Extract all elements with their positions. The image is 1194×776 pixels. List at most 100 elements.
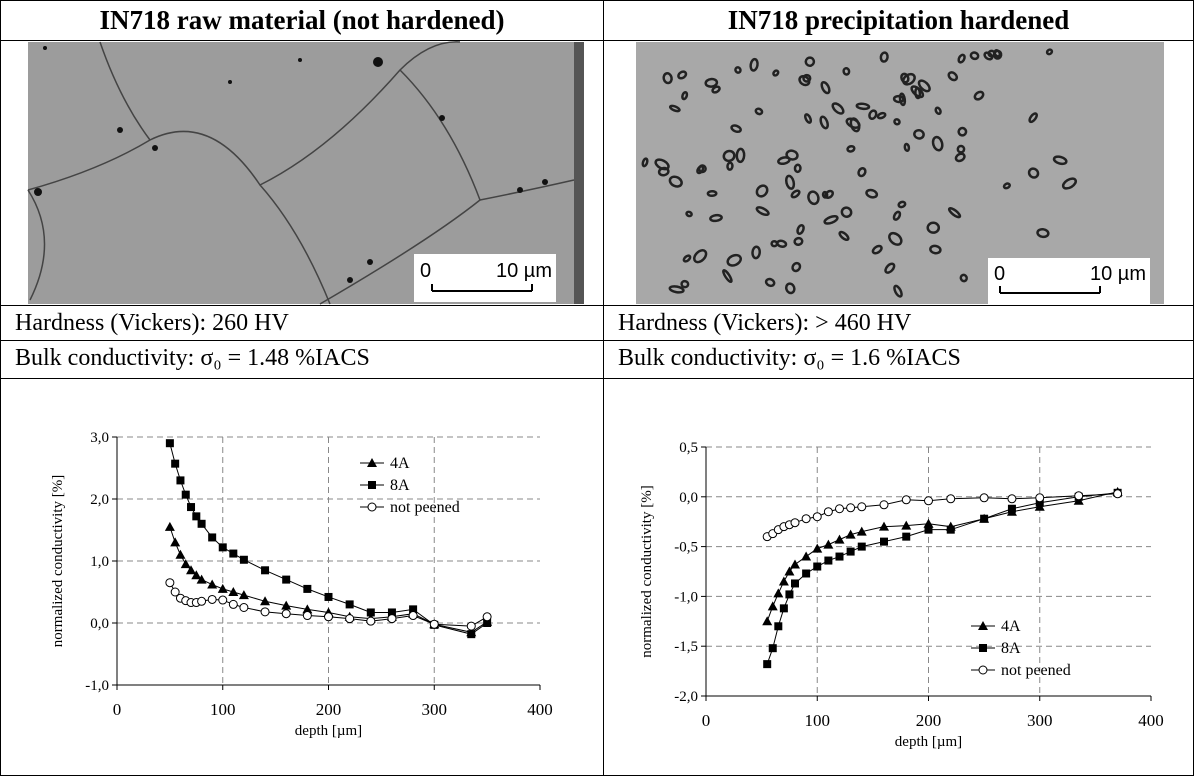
marker xyxy=(466,621,476,631)
micrograph: 0 10 µm xyxy=(636,42,1164,304)
marker xyxy=(856,526,867,536)
legend-label: not peened xyxy=(390,499,460,516)
x-tick-label: 400 xyxy=(1138,711,1164,730)
marker xyxy=(175,549,186,559)
marker xyxy=(846,503,856,513)
marker xyxy=(823,539,834,549)
marker xyxy=(345,614,355,624)
marker xyxy=(207,579,218,589)
x-tick-label: 300 xyxy=(1027,711,1053,730)
x-tick-label: 100 xyxy=(805,711,831,730)
marker xyxy=(979,493,989,503)
marker xyxy=(902,532,911,541)
marker xyxy=(924,525,933,534)
x-axis-title: depth [µm] xyxy=(295,723,362,739)
marker xyxy=(229,549,238,558)
marker xyxy=(763,660,772,669)
marker xyxy=(880,537,888,546)
marker xyxy=(946,494,956,504)
y-tick-label: -1,0 xyxy=(674,589,698,605)
marker xyxy=(366,616,376,626)
x-axis-title: depth [µm] xyxy=(895,734,962,750)
marker xyxy=(302,611,312,621)
marker xyxy=(823,507,833,517)
marker xyxy=(170,537,181,547)
marker xyxy=(281,600,292,610)
y-tick-label: -2,0 xyxy=(674,689,698,705)
marker xyxy=(812,543,823,553)
marker xyxy=(835,504,844,514)
scale-label: 0 xyxy=(420,260,431,282)
y-tick-label: 3,0 xyxy=(90,430,109,446)
marker xyxy=(197,519,206,528)
marker xyxy=(801,551,812,561)
marker xyxy=(879,500,889,510)
legend-marker xyxy=(368,481,376,489)
x-tick-label: 100 xyxy=(210,700,236,719)
marker xyxy=(180,559,191,569)
legend-marker xyxy=(979,644,987,652)
marker xyxy=(208,533,217,542)
marker xyxy=(260,596,271,606)
marker xyxy=(946,525,955,534)
marker xyxy=(773,588,784,598)
legend-label: 8A xyxy=(390,477,410,494)
marker xyxy=(324,612,333,622)
marker xyxy=(408,611,418,621)
marker xyxy=(165,439,174,448)
marker xyxy=(181,490,190,499)
scale-label: 10 µm xyxy=(1090,263,1146,285)
marker xyxy=(218,543,227,552)
marker xyxy=(303,584,312,593)
marker xyxy=(187,503,196,512)
marker xyxy=(324,592,333,601)
marker xyxy=(217,583,228,593)
marker xyxy=(260,607,270,617)
marker xyxy=(482,612,492,622)
marker xyxy=(1007,494,1017,504)
marker xyxy=(824,556,833,565)
marker xyxy=(239,603,249,612)
marker xyxy=(1035,498,1044,507)
marker xyxy=(980,514,989,523)
marker xyxy=(483,619,492,627)
y-tick-label: -1,5 xyxy=(674,639,698,655)
marker xyxy=(924,496,933,506)
series-line xyxy=(169,443,488,635)
x-tick-label: 400 xyxy=(527,700,553,719)
legend-marker xyxy=(367,502,377,512)
marker xyxy=(218,595,228,605)
marker xyxy=(1007,504,1016,513)
marker xyxy=(302,604,313,614)
marker xyxy=(387,608,396,617)
y-tick-label: 1,0 xyxy=(90,554,109,570)
x-tick-label: 0 xyxy=(702,711,711,730)
marker xyxy=(191,570,202,580)
legend-marker xyxy=(978,665,988,675)
marker xyxy=(790,559,800,569)
marker xyxy=(845,529,856,539)
y-tick-label: 0,0 xyxy=(679,490,698,506)
marker xyxy=(228,587,239,596)
marker xyxy=(1074,491,1084,501)
marker xyxy=(467,630,476,639)
scale-label: 10 µm xyxy=(496,260,552,282)
marker xyxy=(901,495,911,505)
marker xyxy=(366,608,375,617)
legend-label: 8A xyxy=(1001,640,1021,657)
marker xyxy=(923,518,934,528)
marker xyxy=(171,459,180,468)
micrograph: 0 10 µm xyxy=(27,41,584,305)
marker xyxy=(778,576,789,586)
marker xyxy=(779,604,788,613)
marker xyxy=(785,590,794,599)
legend-marker xyxy=(978,621,988,630)
marker xyxy=(261,566,270,575)
marker xyxy=(164,521,175,531)
marker xyxy=(165,578,175,588)
marker xyxy=(901,520,912,530)
marker xyxy=(762,616,773,626)
legend-label: not peened xyxy=(1001,662,1071,679)
marker xyxy=(834,534,845,544)
